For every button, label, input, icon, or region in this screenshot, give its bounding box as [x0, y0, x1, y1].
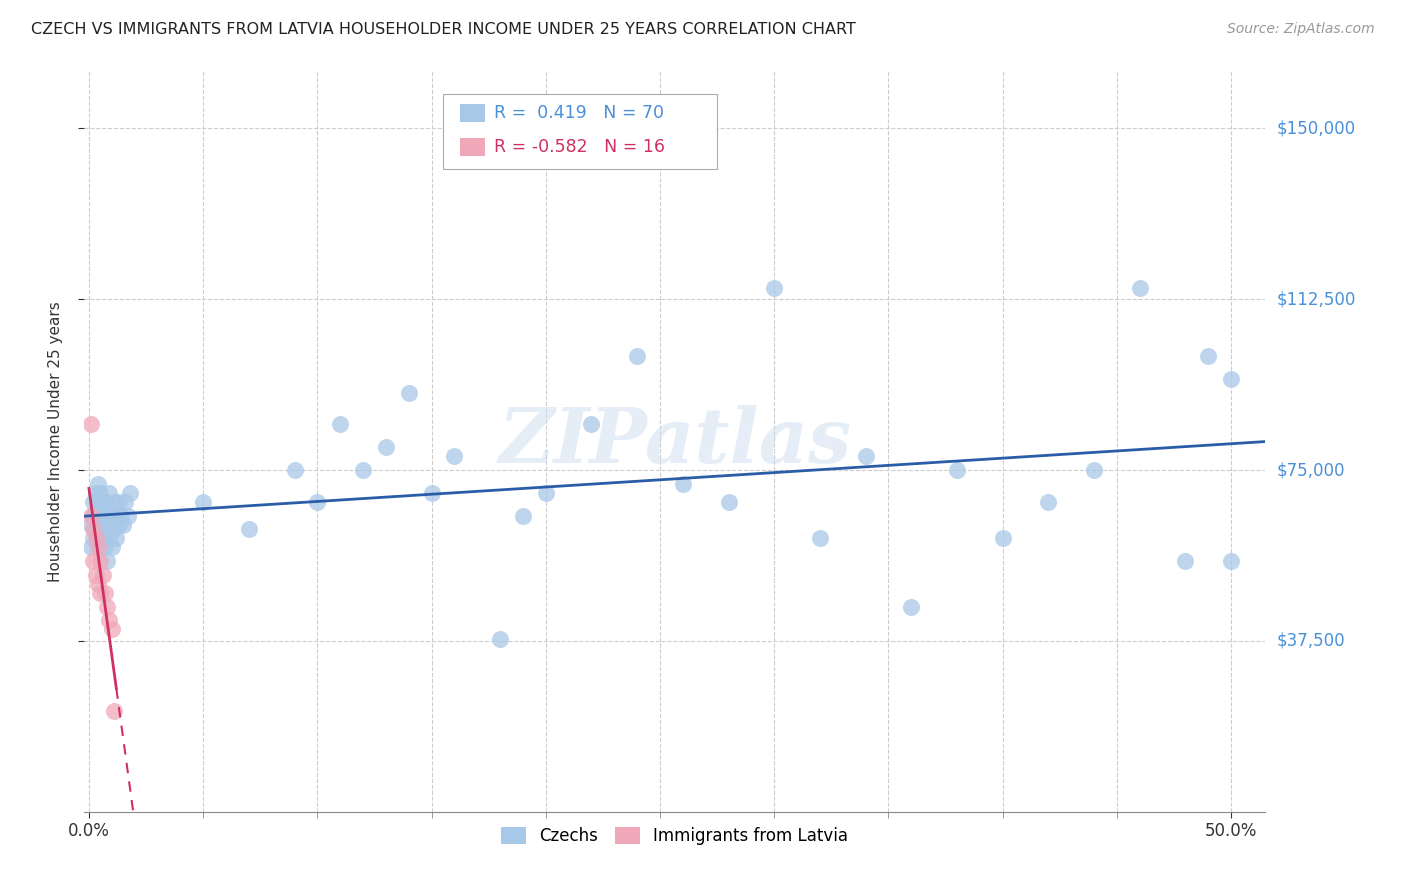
- Point: [1220, 554, 1243, 568]
- Point: [103, 705, 125, 719]
- Point: [80, 417, 103, 432]
- Point: [105, 508, 128, 523]
- Point: [100, 508, 122, 523]
- Point: [717, 495, 740, 509]
- Point: [96, 522, 118, 536]
- Point: [84, 567, 107, 582]
- Point: [89, 541, 111, 555]
- Point: [91, 508, 114, 523]
- Point: [84, 485, 107, 500]
- Point: [87, 517, 110, 532]
- Point: [808, 532, 831, 546]
- Point: [82, 508, 104, 523]
- Legend: Czechs, Immigrants from Latvia: Czechs, Immigrants from Latvia: [495, 820, 855, 852]
- Text: Source: ZipAtlas.com: Source: ZipAtlas.com: [1227, 22, 1375, 37]
- Point: [1083, 463, 1105, 477]
- Point: [89, 554, 111, 568]
- Point: [98, 532, 121, 546]
- Point: [94, 541, 117, 555]
- Point: [420, 485, 443, 500]
- Point: [1197, 349, 1219, 363]
- Point: [91, 532, 114, 546]
- Point: [103, 522, 125, 536]
- Point: [91, 567, 114, 582]
- Text: $37,500: $37,500: [1277, 632, 1346, 650]
- Point: [82, 495, 104, 509]
- Point: [283, 463, 305, 477]
- Point: [626, 349, 648, 363]
- Point: [89, 504, 111, 518]
- Point: [581, 417, 603, 432]
- Point: [96, 554, 118, 568]
- Point: [489, 632, 512, 646]
- Point: [100, 541, 122, 555]
- Point: [307, 495, 329, 509]
- Point: [118, 485, 141, 500]
- Point: [238, 522, 260, 536]
- Point: [89, 522, 111, 536]
- Point: [191, 495, 214, 509]
- Point: [94, 495, 117, 509]
- Point: [94, 586, 117, 600]
- Point: [110, 508, 132, 523]
- Point: [82, 554, 104, 568]
- Point: [512, 508, 534, 523]
- Point: [855, 450, 877, 464]
- Point: [443, 450, 465, 464]
- Point: [374, 440, 396, 454]
- Point: [82, 522, 104, 536]
- Point: [103, 495, 125, 509]
- Point: [98, 508, 121, 523]
- Point: [87, 476, 110, 491]
- Text: $150,000: $150,000: [1277, 120, 1355, 137]
- Point: [82, 532, 104, 546]
- Point: [91, 495, 114, 509]
- Point: [89, 485, 111, 500]
- Point: [1220, 372, 1243, 386]
- Text: $112,500: $112,500: [1277, 290, 1355, 308]
- Point: [946, 463, 969, 477]
- Point: [100, 623, 122, 637]
- Y-axis label: Householder Income Under 25 years: Householder Income Under 25 years: [48, 301, 63, 582]
- Point: [1174, 554, 1197, 568]
- Point: [991, 532, 1014, 546]
- Text: $75,000: $75,000: [1277, 461, 1346, 479]
- Point: [107, 495, 129, 509]
- Point: [1129, 281, 1152, 295]
- Point: [94, 517, 117, 532]
- Point: [117, 508, 139, 523]
- Point: [89, 586, 111, 600]
- Text: CZECH VS IMMIGRANTS FROM LATVIA HOUSEHOLDER INCOME UNDER 25 YEARS CORRELATION CH: CZECH VS IMMIGRANTS FROM LATVIA HOUSEHOL…: [31, 22, 856, 37]
- Point: [98, 485, 121, 500]
- Point: [398, 385, 420, 400]
- Text: ZIPatlas: ZIPatlas: [498, 405, 852, 478]
- Point: [112, 517, 135, 532]
- Text: R =  0.419   N = 70: R = 0.419 N = 70: [494, 104, 664, 122]
- Point: [534, 485, 557, 500]
- Point: [329, 417, 352, 432]
- Point: [80, 508, 103, 523]
- Point: [80, 541, 103, 555]
- Text: R = -0.582   N = 16: R = -0.582 N = 16: [494, 138, 665, 156]
- Point: [84, 504, 107, 518]
- Point: [114, 495, 136, 509]
- Point: [87, 532, 110, 546]
- Point: [107, 517, 129, 532]
- Point: [87, 541, 110, 555]
- Point: [763, 281, 786, 295]
- Point: [900, 599, 922, 614]
- Point: [1038, 495, 1060, 509]
- Point: [80, 517, 103, 532]
- Point: [87, 500, 110, 514]
- Point: [84, 532, 107, 546]
- Point: [87, 577, 110, 591]
- Point: [672, 476, 695, 491]
- Point: [105, 532, 128, 546]
- Point: [98, 613, 121, 627]
- Point: [96, 599, 118, 614]
- Point: [352, 463, 374, 477]
- Point: [84, 522, 107, 536]
